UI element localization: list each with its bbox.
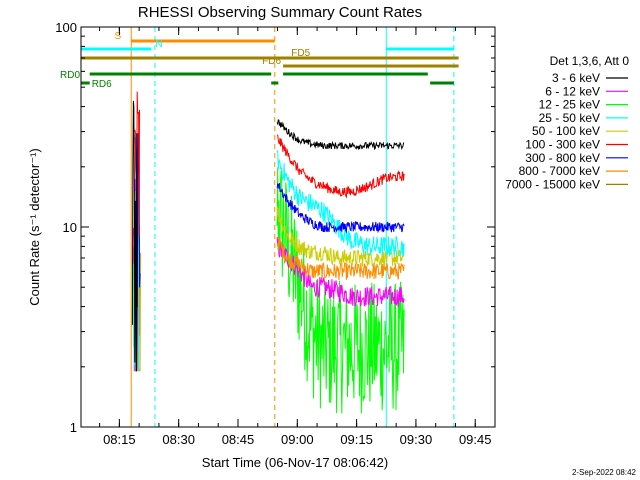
y-axis-label: Count Rate (s⁻¹ detector⁻¹) [27,148,42,306]
flag-label-rd6: RD6 [92,79,112,90]
x-tick-label-4: 09:15 [340,432,373,447]
legend-label-6: 300 - 800 keV [525,151,600,165]
x-tick-label-2: 08:45 [222,432,255,447]
series-line-3-6-kev [276,119,405,151]
flag-label-fd5: FD5 [291,48,310,59]
footer-timestamp: 2-Sep-2022 08:42 [572,468,637,477]
legend-label-4: 50 - 100 keV [532,124,600,138]
series-line-12-25-kev [276,167,405,414]
series-line-300-800-kev [276,182,405,234]
series-line-100-300-kev [277,134,405,199]
x-tick-label-5: 09:30 [400,432,433,447]
axes: 08:15 08:30 08:45 09:00 09:15 09:30 09:45 1 10 10… [55,20,496,447]
series-line-25-50-kev [276,150,405,257]
flag-label-n: N [155,39,162,50]
flag-label-s: S [115,31,122,42]
flag-label-rd0: RD0 [60,70,80,81]
legend-label-5: 100 - 300 keV [525,138,600,152]
legend-label-0: 3 - 6 keV [552,71,600,85]
plot-area: S N FD5 FD6 RD0 RD6 [60,27,459,427]
legend-label-2: 12 - 25 keV [539,98,600,112]
series-burst-5 [134,91,140,236]
x-tick-label-3: 09:00 [281,432,314,447]
legend-label-8: 7000 - 15000 keV [505,177,600,191]
legend-label-3: 25 - 50 keV [539,111,600,125]
legend-label-7: 800 - 7000 keV [519,164,600,178]
x-axis-label: Start Time (06-Nov-17 08:06:42) [202,455,388,470]
x-tick-label-1: 08:30 [162,432,195,447]
x-tick-label-0: 08:15 [103,432,136,447]
chart-title: RHESSI Observing Summary Count Rates [138,4,422,21]
x-tick-label-6: 09:45 [459,432,492,447]
series-line-50-100-kev [276,205,405,268]
y-tick-label-2: 100 [55,20,77,35]
y-tick-label-0: 1 [70,420,77,435]
legend-header: Det 1,3,6, Att 0 [550,54,630,68]
series-burst-0 [131,100,138,372]
legend-label-1: 6 - 12 keV [545,84,600,98]
flag-label-fd6: FD6 [262,56,281,67]
y-tick-label-1: 10 [63,220,77,235]
